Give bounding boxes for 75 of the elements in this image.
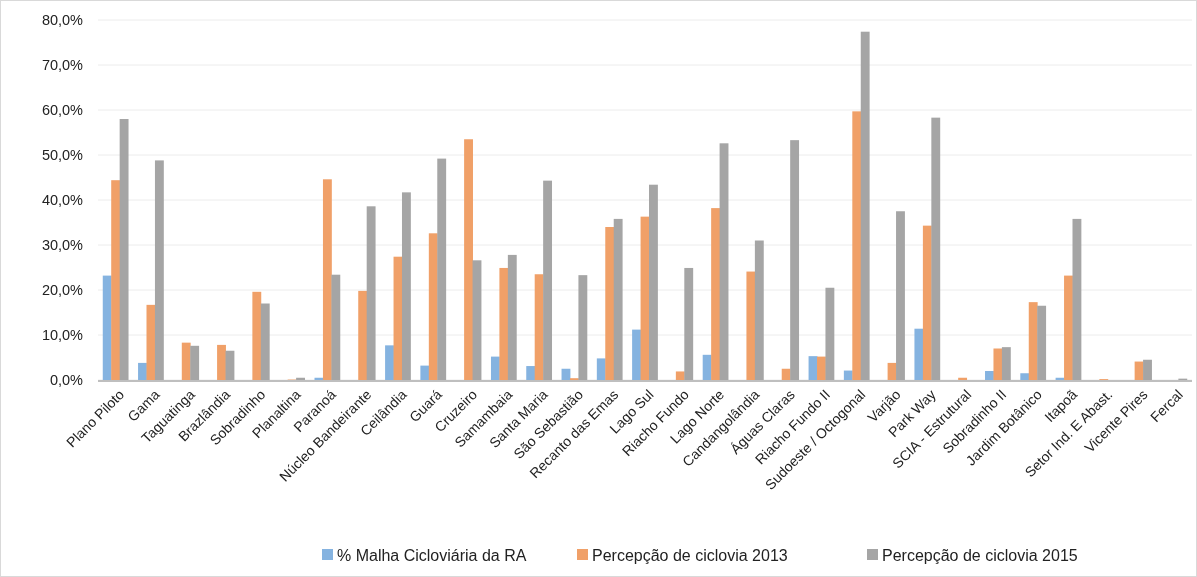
legend-label: % Malha Cicloviária da RA: [337, 546, 527, 564]
bar: [252, 291, 262, 380]
bar: [746, 271, 756, 380]
bar: [684, 267, 694, 380]
bar: [111, 180, 121, 380]
bar: [154, 160, 164, 380]
bar: [190, 345, 200, 380]
bar: [958, 377, 968, 380]
y-tick-label: 30,0%: [41, 237, 84, 254]
bar: [1020, 373, 1030, 380]
bar: [146, 304, 156, 380]
bar: [914, 328, 924, 380]
bar: [675, 371, 685, 380]
bar: [808, 356, 818, 380]
bar: [119, 119, 129, 380]
bar: [1028, 302, 1038, 380]
bar: [428, 233, 438, 380]
bar: [702, 354, 712, 380]
y-tick-label: 40,0%: [41, 192, 84, 209]
bar: [420, 365, 430, 380]
bar: [931, 117, 941, 380]
bar: [605, 227, 615, 380]
bar: [472, 260, 482, 380]
bar: [393, 256, 403, 380]
bar: [578, 275, 588, 380]
bar: [296, 377, 305, 380]
bar: [649, 184, 658, 380]
bar: [437, 158, 447, 380]
bar: [385, 345, 394, 380]
y-tick-label: 20,0%: [41, 282, 84, 299]
bar: [922, 225, 932, 380]
bar: [1064, 275, 1073, 380]
bar: [596, 358, 606, 380]
bar: [1037, 305, 1047, 380]
bar: [331, 274, 341, 380]
y-tick-label: 10,0%: [41, 327, 84, 344]
y-tick-label: 80,0%: [41, 12, 84, 29]
bar: [464, 139, 473, 380]
bar: [138, 362, 147, 380]
bar: [1001, 347, 1011, 380]
bar: [640, 216, 650, 380]
bar: [896, 211, 905, 380]
bar: [322, 179, 332, 380]
bar: [225, 350, 235, 380]
bar: [993, 348, 1003, 380]
bar: [825, 287, 835, 380]
bar: [534, 274, 544, 380]
bar: [613, 218, 623, 380]
bar: [1072, 218, 1082, 380]
y-tick-label: 0,0%: [49, 372, 84, 389]
bar: [401, 192, 411, 380]
bar: [852, 111, 862, 380]
bar: [102, 275, 112, 380]
y-tick-label: 50,0%: [41, 147, 84, 164]
y-tick-label: 70,0%: [41, 57, 84, 74]
bar: [860, 31, 870, 380]
bar: [499, 267, 509, 380]
legend-label: Percepção de ciclovia 2015: [882, 546, 1078, 564]
bar: [366, 206, 376, 380]
bar: [790, 140, 800, 380]
bar: [1143, 359, 1152, 380]
bar: [754, 240, 764, 380]
y-tick-label: 60,0%: [41, 102, 84, 119]
bar: [358, 290, 368, 380]
bar: [507, 254, 517, 380]
bar: [985, 371, 994, 380]
bar: [632, 329, 641, 380]
bar: [543, 180, 553, 380]
bar: [719, 143, 729, 380]
bar: [711, 208, 721, 380]
bar: [526, 366, 536, 380]
bar: [217, 344, 226, 380]
bar: [260, 303, 270, 380]
legend-label: Percepção de ciclovia 2013: [592, 546, 788, 564]
bar: [181, 342, 191, 380]
